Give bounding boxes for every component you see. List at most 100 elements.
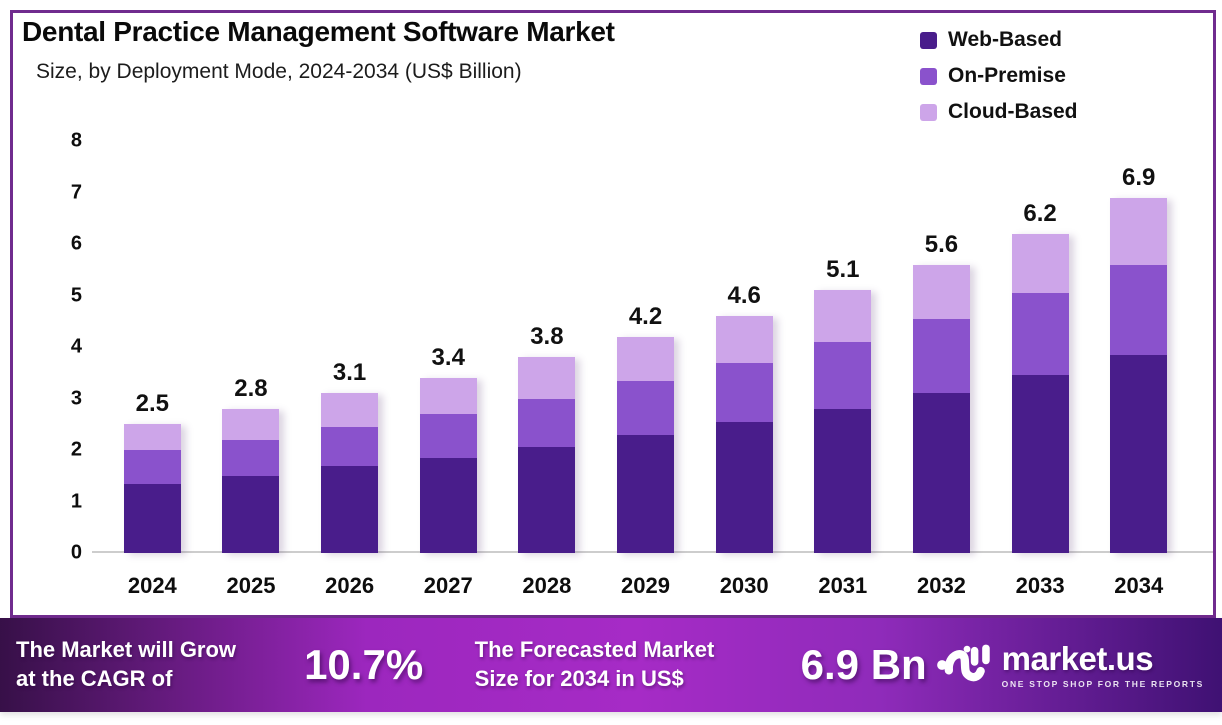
segment-cloud-based-2030	[715, 316, 773, 363]
bar-2028: 3.8	[518, 323, 576, 553]
y-axis: 8 7 6 5 4 3 2 1 0	[46, 130, 82, 564]
x-axis-label-2025: 2025	[226, 573, 276, 598]
forecast-label-line2: Size for 2034 in US$	[474, 666, 684, 691]
bar-total-label-2025: 2.8	[234, 374, 268, 402]
bar-total-label-2027: 3.4	[431, 343, 465, 371]
bar-2027: 3.4	[419, 344, 477, 553]
legend-swatch-icon	[920, 103, 937, 121]
bar-2033: 6.2	[1011, 200, 1069, 553]
bar-total-label-2024: 2.5	[135, 390, 169, 418]
x-axis-label-2033: 2033	[1015, 573, 1065, 598]
segment-on-premise-2025	[222, 439, 280, 476]
legend-label: Cloud-Based	[948, 100, 1078, 123]
segment-web-based-2034	[1110, 354, 1168, 553]
segment-web-based-2031	[814, 408, 872, 553]
bar-total-label-2028: 3.8	[530, 323, 564, 351]
bar-column-2027: 3.4	[399, 141, 498, 553]
y-axis-label-6: 6	[70, 232, 82, 255]
bar-2031: 5.1	[814, 256, 872, 553]
page-title: Dental Practice Management Software Mark…	[22, 16, 615, 47]
cagr-banner: The Market will Grow at the CAGR of 10.7…	[0, 618, 1222, 712]
segment-on-premise-2030	[715, 362, 773, 422]
segment-web-based-2026	[321, 465, 379, 553]
bar-2030: 4.6	[715, 282, 773, 553]
x-axis-label-2030: 2030	[719, 573, 769, 598]
y-axis-label-4: 4	[70, 335, 82, 358]
y-axis-label-3: 3	[70, 387, 82, 409]
bar-2034: 6.9	[1110, 164, 1168, 553]
x-axis-label-2029: 2029	[621, 573, 670, 598]
x-axis-labels: 2024 2025 2026 2027 2028 2029 2030 2031 2032 2033…	[103, 573, 1188, 599]
bar-column-2032: 5.6	[892, 141, 991, 553]
x-axis-label-2031: 2031	[818, 573, 868, 598]
forecast-label-line1: The Forecasted Market	[474, 637, 715, 663]
forecast-value: 6.9 Bn	[800, 641, 927, 688]
segment-web-based-2032	[912, 393, 970, 553]
bars-container: 2.5 2.8 3.1 3.4 3.8 4.2 4.6 5.1 5.6 6.2 6.9	[103, 141, 1188, 553]
y-axis-label-5: 5	[70, 284, 82, 306]
cagr-label: The Market will Grow at the CAGR of	[16, 636, 293, 693]
cagr-label-line1: The Market will Grow	[16, 637, 237, 663]
bar-total-label-2031: 5.1	[826, 256, 860, 284]
bar-total-label-2034: 6.9	[1122, 163, 1156, 191]
segment-cloud-based-2026	[321, 393, 379, 427]
bar-total-label-2026: 3.1	[332, 359, 367, 387]
bar-column-2030: 4.6	[695, 141, 794, 553]
segment-on-premise-2028	[518, 398, 576, 448]
bar-total-label-2032: 5.6	[924, 230, 959, 258]
brand-logo: market.us ONE STOP SHOP FOR THE REPORTS	[936, 637, 1204, 693]
segment-on-premise-2029	[617, 380, 675, 435]
legend-swatch-icon	[920, 67, 937, 85]
segment-web-based-2028	[518, 447, 576, 553]
segment-web-based-2029	[617, 434, 675, 553]
segment-web-based-2033	[1011, 375, 1069, 553]
x-axis-label-2034: 2034	[1114, 573, 1164, 598]
legend: Web-Based On-Premise Cloud-Based	[920, 28, 1078, 124]
chart-plot-area: 2.5 2.8 3.1 3.4 3.8 4.2 4.6 5.1 5.6 6.2 6.9	[103, 141, 1188, 553]
bar-2032: 5.6	[912, 231, 970, 553]
legend-label: Web-Based	[948, 28, 1062, 51]
legend-item-on-premise: On-Premise	[920, 64, 1078, 88]
legend-label: On-Premise	[948, 64, 1066, 87]
bar-2025: 2.8	[222, 375, 280, 553]
legend-item-cloud-based: Cloud-Based	[920, 100, 1078, 124]
x-axis-label-2024: 2024	[127, 573, 177, 598]
brand-tagline: ONE STOP SHOP FOR THE REPORTS	[1001, 678, 1204, 689]
bar-2029: 4.2	[617, 303, 675, 553]
segment-web-based-2027	[419, 457, 477, 553]
y-axis-label-0: 0	[70, 541, 82, 564]
bar-column-2033: 6.2	[991, 141, 1090, 553]
bar-column-2031: 5.1	[793, 141, 892, 553]
segment-cloud-based-2024	[123, 424, 181, 450]
legend-item-web-based: Web-Based	[920, 28, 1078, 52]
segment-cloud-based-2028	[518, 357, 576, 399]
bar-total-label-2030: 4.6	[727, 282, 761, 310]
bar-column-2034: 6.9	[1089, 141, 1188, 553]
bar-2026: 3.1	[321, 359, 379, 553]
segment-on-premise-2024	[123, 450, 181, 484]
x-axis-label-2028: 2028	[522, 573, 572, 598]
segment-on-premise-2034	[1110, 264, 1168, 355]
bar-column-2029: 4.2	[596, 141, 695, 553]
cagr-label-line2: at the CAGR of	[16, 666, 173, 691]
segment-cloud-based-2034	[1110, 197, 1168, 265]
y-axis-label-2: 2	[70, 438, 82, 461]
segment-on-premise-2033	[1011, 292, 1069, 376]
bar-column-2026: 3.1	[300, 141, 399, 553]
bar-column-2028: 3.8	[498, 141, 597, 553]
bar-column-2025: 2.8	[202, 141, 301, 553]
segment-cloud-based-2033	[1011, 233, 1069, 293]
segment-web-based-2030	[715, 421, 773, 553]
x-axis-label-2026: 2026	[325, 573, 375, 598]
brand-text-block: market.us ONE STOP SHOP FOR THE REPORTS	[1002, 642, 1204, 689]
segment-cloud-based-2032	[912, 264, 970, 319]
segment-cloud-based-2025	[222, 408, 280, 440]
y-axis-label-8: 8	[70, 129, 82, 152]
bar-total-label-2033: 6.2	[1023, 199, 1057, 227]
segment-cloud-based-2031	[814, 290, 872, 342]
segment-on-premise-2026	[321, 426, 379, 466]
marketus-logo-icon	[936, 644, 990, 682]
cagr-value: 10.7%	[304, 641, 424, 688]
segment-on-premise-2031	[814, 341, 872, 409]
x-axis-label-2027: 2027	[423, 573, 473, 598]
